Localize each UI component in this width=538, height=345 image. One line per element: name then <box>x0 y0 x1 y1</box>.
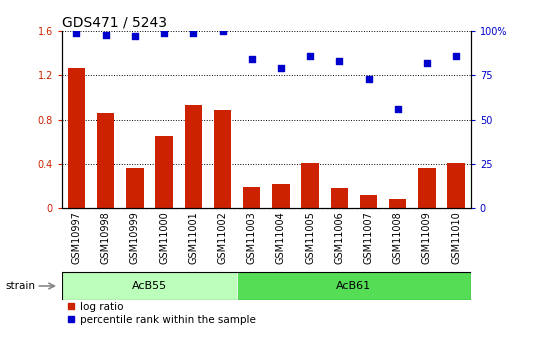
Text: GSM10998: GSM10998 <box>101 211 111 264</box>
Text: strain: strain <box>5 281 36 291</box>
Point <box>218 28 227 34</box>
Text: GSM11008: GSM11008 <box>393 211 403 264</box>
Bar <box>301 163 319 208</box>
Text: GSM10999: GSM10999 <box>130 211 140 264</box>
Text: GSM11005: GSM11005 <box>305 211 315 264</box>
Text: AcB55: AcB55 <box>132 281 167 291</box>
Text: GSM11010: GSM11010 <box>451 211 461 264</box>
Point <box>160 30 168 36</box>
Text: GSM11006: GSM11006 <box>334 211 344 264</box>
Bar <box>237 272 471 300</box>
Bar <box>62 272 237 300</box>
Text: AcB61: AcB61 <box>336 281 372 291</box>
Point <box>247 57 256 62</box>
Bar <box>185 105 202 208</box>
Point <box>189 30 197 36</box>
Bar <box>389 199 407 208</box>
Text: GSM11004: GSM11004 <box>276 211 286 264</box>
Bar <box>330 188 348 208</box>
Text: GSM11002: GSM11002 <box>217 211 228 264</box>
Text: GSM11001: GSM11001 <box>188 211 199 264</box>
Point <box>101 32 110 37</box>
Point <box>393 106 402 112</box>
Text: GDS471 / 5243: GDS471 / 5243 <box>62 16 167 30</box>
Bar <box>68 68 85 208</box>
Point <box>131 33 139 39</box>
Point <box>423 60 431 66</box>
Bar <box>360 195 377 208</box>
Bar <box>243 187 260 208</box>
Bar <box>418 168 436 208</box>
Bar <box>97 113 115 208</box>
Legend: log ratio, percentile rank within the sample: log ratio, percentile rank within the sa… <box>67 302 256 325</box>
Text: GSM11003: GSM11003 <box>247 211 257 264</box>
Point <box>335 58 344 64</box>
Text: GSM11007: GSM11007 <box>364 211 373 264</box>
Point <box>306 53 314 59</box>
Bar <box>126 168 144 208</box>
Bar <box>272 184 289 208</box>
Bar <box>214 110 231 208</box>
Point <box>452 53 461 59</box>
Bar <box>155 136 173 208</box>
Point <box>72 30 81 36</box>
Text: GSM10997: GSM10997 <box>72 211 81 264</box>
Point <box>364 76 373 82</box>
Text: GSM11009: GSM11009 <box>422 211 432 264</box>
Point <box>277 66 285 71</box>
Bar <box>448 163 465 208</box>
Text: GSM11000: GSM11000 <box>159 211 169 264</box>
